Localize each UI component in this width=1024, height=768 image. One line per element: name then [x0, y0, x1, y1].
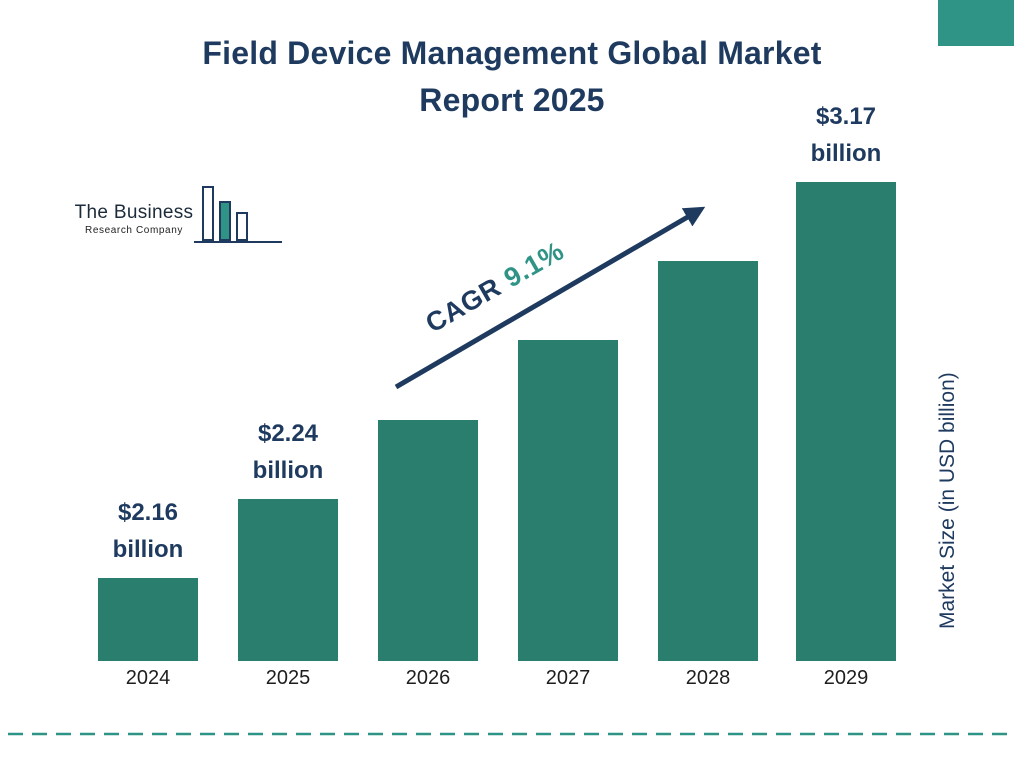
cagr-label: CAGR — [420, 271, 507, 339]
x-tick-2028: 2028 — [685, 667, 731, 689]
value-label-2029: $3.17 billion — [810, 103, 882, 167]
bottom-dashed-line — [8, 732, 1016, 736]
logo-bar-outline-short — [236, 212, 248, 241]
page-title: Field Device Management Global Market Re… — [0, 30, 1024, 124]
bar-2029 — [796, 182, 896, 661]
logo-text-line1: The Business — [74, 202, 194, 223]
value-label-2025: $2.24 billion — [252, 419, 324, 484]
logo-bar-outline-tall — [202, 186, 214, 241]
value-label-2024: $2.16 billion — [112, 499, 184, 563]
logo-text-line2: Research Company — [85, 225, 183, 236]
title-line1: Field Device Management Global Market — [202, 35, 822, 71]
cagr-annotation: CAGR9.1% — [395, 221, 596, 355]
y-axis-label: Market Size (in USD billion) — [936, 372, 959, 630]
bar-2026 — [378, 419, 478, 661]
bar-2024 — [98, 578, 198, 661]
corner-accent-block — [938, 0, 1014, 46]
x-tick-2027: 2027 — [545, 667, 591, 689]
logo-text: The Business Research Company — [72, 202, 196, 236]
bar-2025 — [238, 498, 338, 661]
title-line2: Report 2025 — [419, 82, 605, 118]
x-tick-2025: 2025 — [265, 667, 311, 689]
company-logo: The Business Research Company — [72, 182, 302, 246]
x-tick-2026: 2026 — [405, 667, 451, 689]
logo-bar-filled — [219, 201, 231, 241]
cagr-value: 9.1% — [498, 235, 569, 294]
bar-2028 — [658, 261, 758, 661]
x-tick-2029: 2029 — [823, 667, 869, 689]
bar-2027 — [518, 340, 618, 661]
logo-baseline — [194, 241, 282, 243]
x-tick-2024: 2024 — [125, 667, 171, 689]
logo-bar-chart-icon — [194, 182, 310, 244]
